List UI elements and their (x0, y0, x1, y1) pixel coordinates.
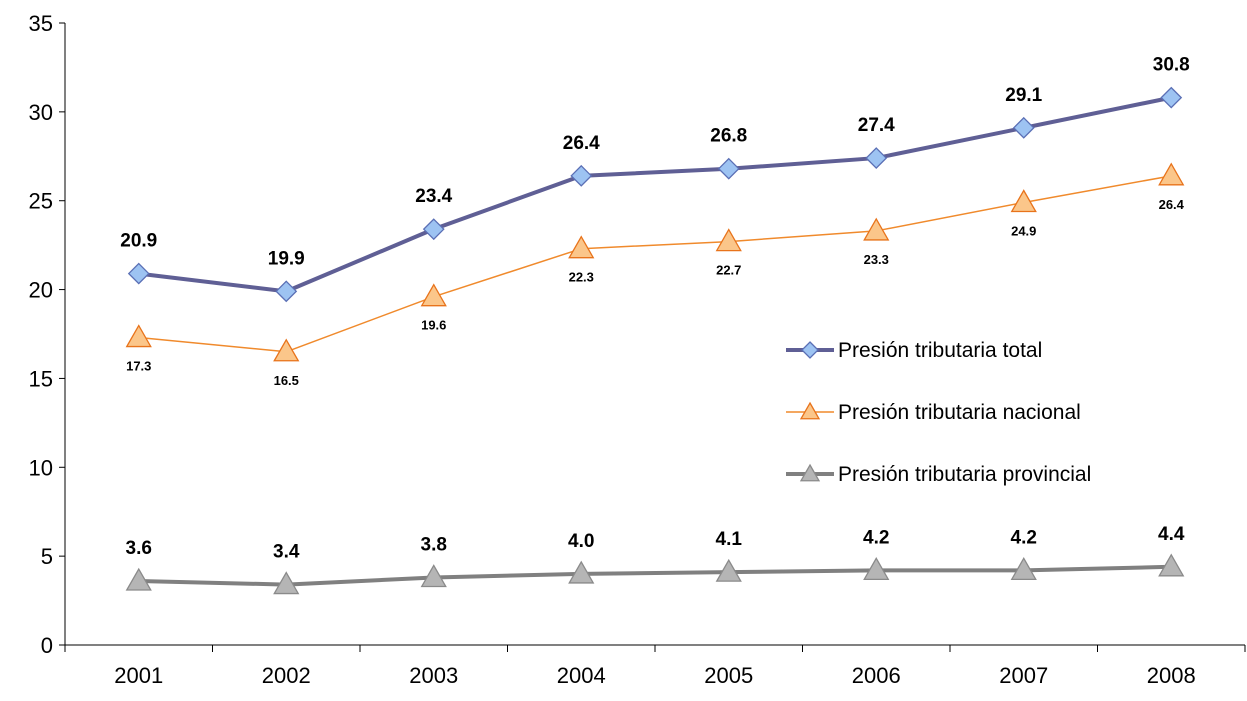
point-total (865, 147, 888, 169)
x-tick-label: 2002 (262, 663, 311, 688)
data-label-total: 20.9 (120, 231, 157, 252)
x-tick-label: 2007 (999, 663, 1048, 688)
point-provincial (715, 558, 742, 582)
y-tick-label: 10 (29, 455, 53, 480)
data-label-nacional: 22.7 (716, 263, 741, 278)
x-tick-label: 2001 (114, 663, 163, 688)
series-line-nacional (138, 175, 1172, 353)
y-tick-label: 5 (41, 544, 53, 569)
data-label-total: 29.1 (1005, 85, 1042, 106)
legend-marker-total (801, 341, 819, 359)
point-total (422, 218, 445, 241)
point-provincial (125, 567, 152, 591)
data-label-nacional: 22.3 (569, 270, 594, 285)
axes: 0 5 10 15 20 25 30 35 2001 2002 2003 2004 2005 2006 20… (29, 11, 1246, 688)
data-label-provincial: 4.2 (863, 527, 889, 548)
legend-label-provincial: Presión tributaria provincial (838, 463, 1091, 486)
point-provincial (1158, 553, 1185, 577)
y-tick-label: 25 (29, 189, 53, 214)
y-tick-label: 20 (29, 278, 53, 303)
point-nacional (1010, 189, 1037, 213)
point-total (275, 280, 298, 303)
point-total (1012, 116, 1035, 139)
data-label-provincial: 3.6 (126, 538, 152, 559)
data-label-nacional: 24.9 (1011, 223, 1036, 238)
point-provincial (863, 557, 890, 581)
point-provincial (420, 564, 447, 588)
x-tick-label: 2006 (852, 663, 901, 688)
legend-label-nacional: Presión tributaria nacional (838, 401, 1081, 424)
x-tick-label: 2004 (557, 663, 606, 688)
data-label-provincial: 4.4 (1158, 524, 1185, 545)
legend-label-total: Presión tributaria total (838, 339, 1042, 362)
point-nacional (420, 283, 447, 307)
point-provincial (1010, 557, 1037, 581)
y-tick-label: 30 (29, 100, 53, 125)
y-tick-label: 35 (29, 11, 53, 36)
legend-marker-nacional (799, 401, 821, 420)
data-label-provincial: 3.4 (273, 542, 300, 563)
point-nacional (273, 338, 300, 362)
data-label-provincial: 3.8 (421, 534, 447, 555)
data-label-nacional: 26.4 (1159, 197, 1185, 212)
point-total (127, 262, 150, 285)
data-label-total: 30.8 (1153, 55, 1190, 76)
point-nacional (863, 217, 890, 241)
point-nacional (715, 228, 742, 252)
data-label-provincial: 4.0 (568, 531, 594, 552)
series-markers (125, 86, 1185, 595)
point-nacional (568, 235, 595, 259)
data-label-nacional: 17.3 (126, 359, 151, 374)
data-label-nacional: 16.5 (274, 373, 299, 388)
data-label-nacional: 19.6 (421, 318, 446, 333)
series-line-total (138, 95, 1172, 294)
x-tick-label: 2003 (409, 663, 458, 688)
data-label-provincial: 4.2 (1011, 527, 1037, 548)
x-tick-label: 2005 (704, 663, 753, 688)
data-label-total: 27.4 (858, 115, 895, 136)
y-tick-label: 0 (41, 633, 53, 658)
data-label-total: 23.4 (415, 186, 452, 207)
point-nacional (1158, 162, 1185, 186)
point-provincial (273, 571, 300, 595)
legend-marker-provincial (799, 463, 821, 482)
y-tick-label: 15 (29, 366, 53, 391)
x-tick-label: 2008 (1147, 663, 1196, 688)
series-line-provincial (138, 564, 1172, 587)
legend: Presión tributaria total Presión tributar… (786, 339, 1091, 486)
data-label-total: 26.4 (563, 133, 600, 154)
data-label-provincial: 4.1 (716, 529, 743, 550)
data-label-nacional: 23.3 (864, 252, 889, 267)
data-labels: 20.9 19.9 23.4 26.4 26.8 27.4 29.1 30.8 17.3 16.5… (120, 55, 1189, 563)
data-label-total: 19.9 (268, 248, 305, 269)
point-total (1160, 86, 1183, 109)
series-lines (138, 95, 1172, 587)
point-nacional (125, 324, 152, 348)
point-total (570, 164, 593, 187)
point-total (717, 157, 740, 180)
data-label-total: 26.8 (710, 126, 747, 147)
point-provincial (568, 560, 595, 584)
